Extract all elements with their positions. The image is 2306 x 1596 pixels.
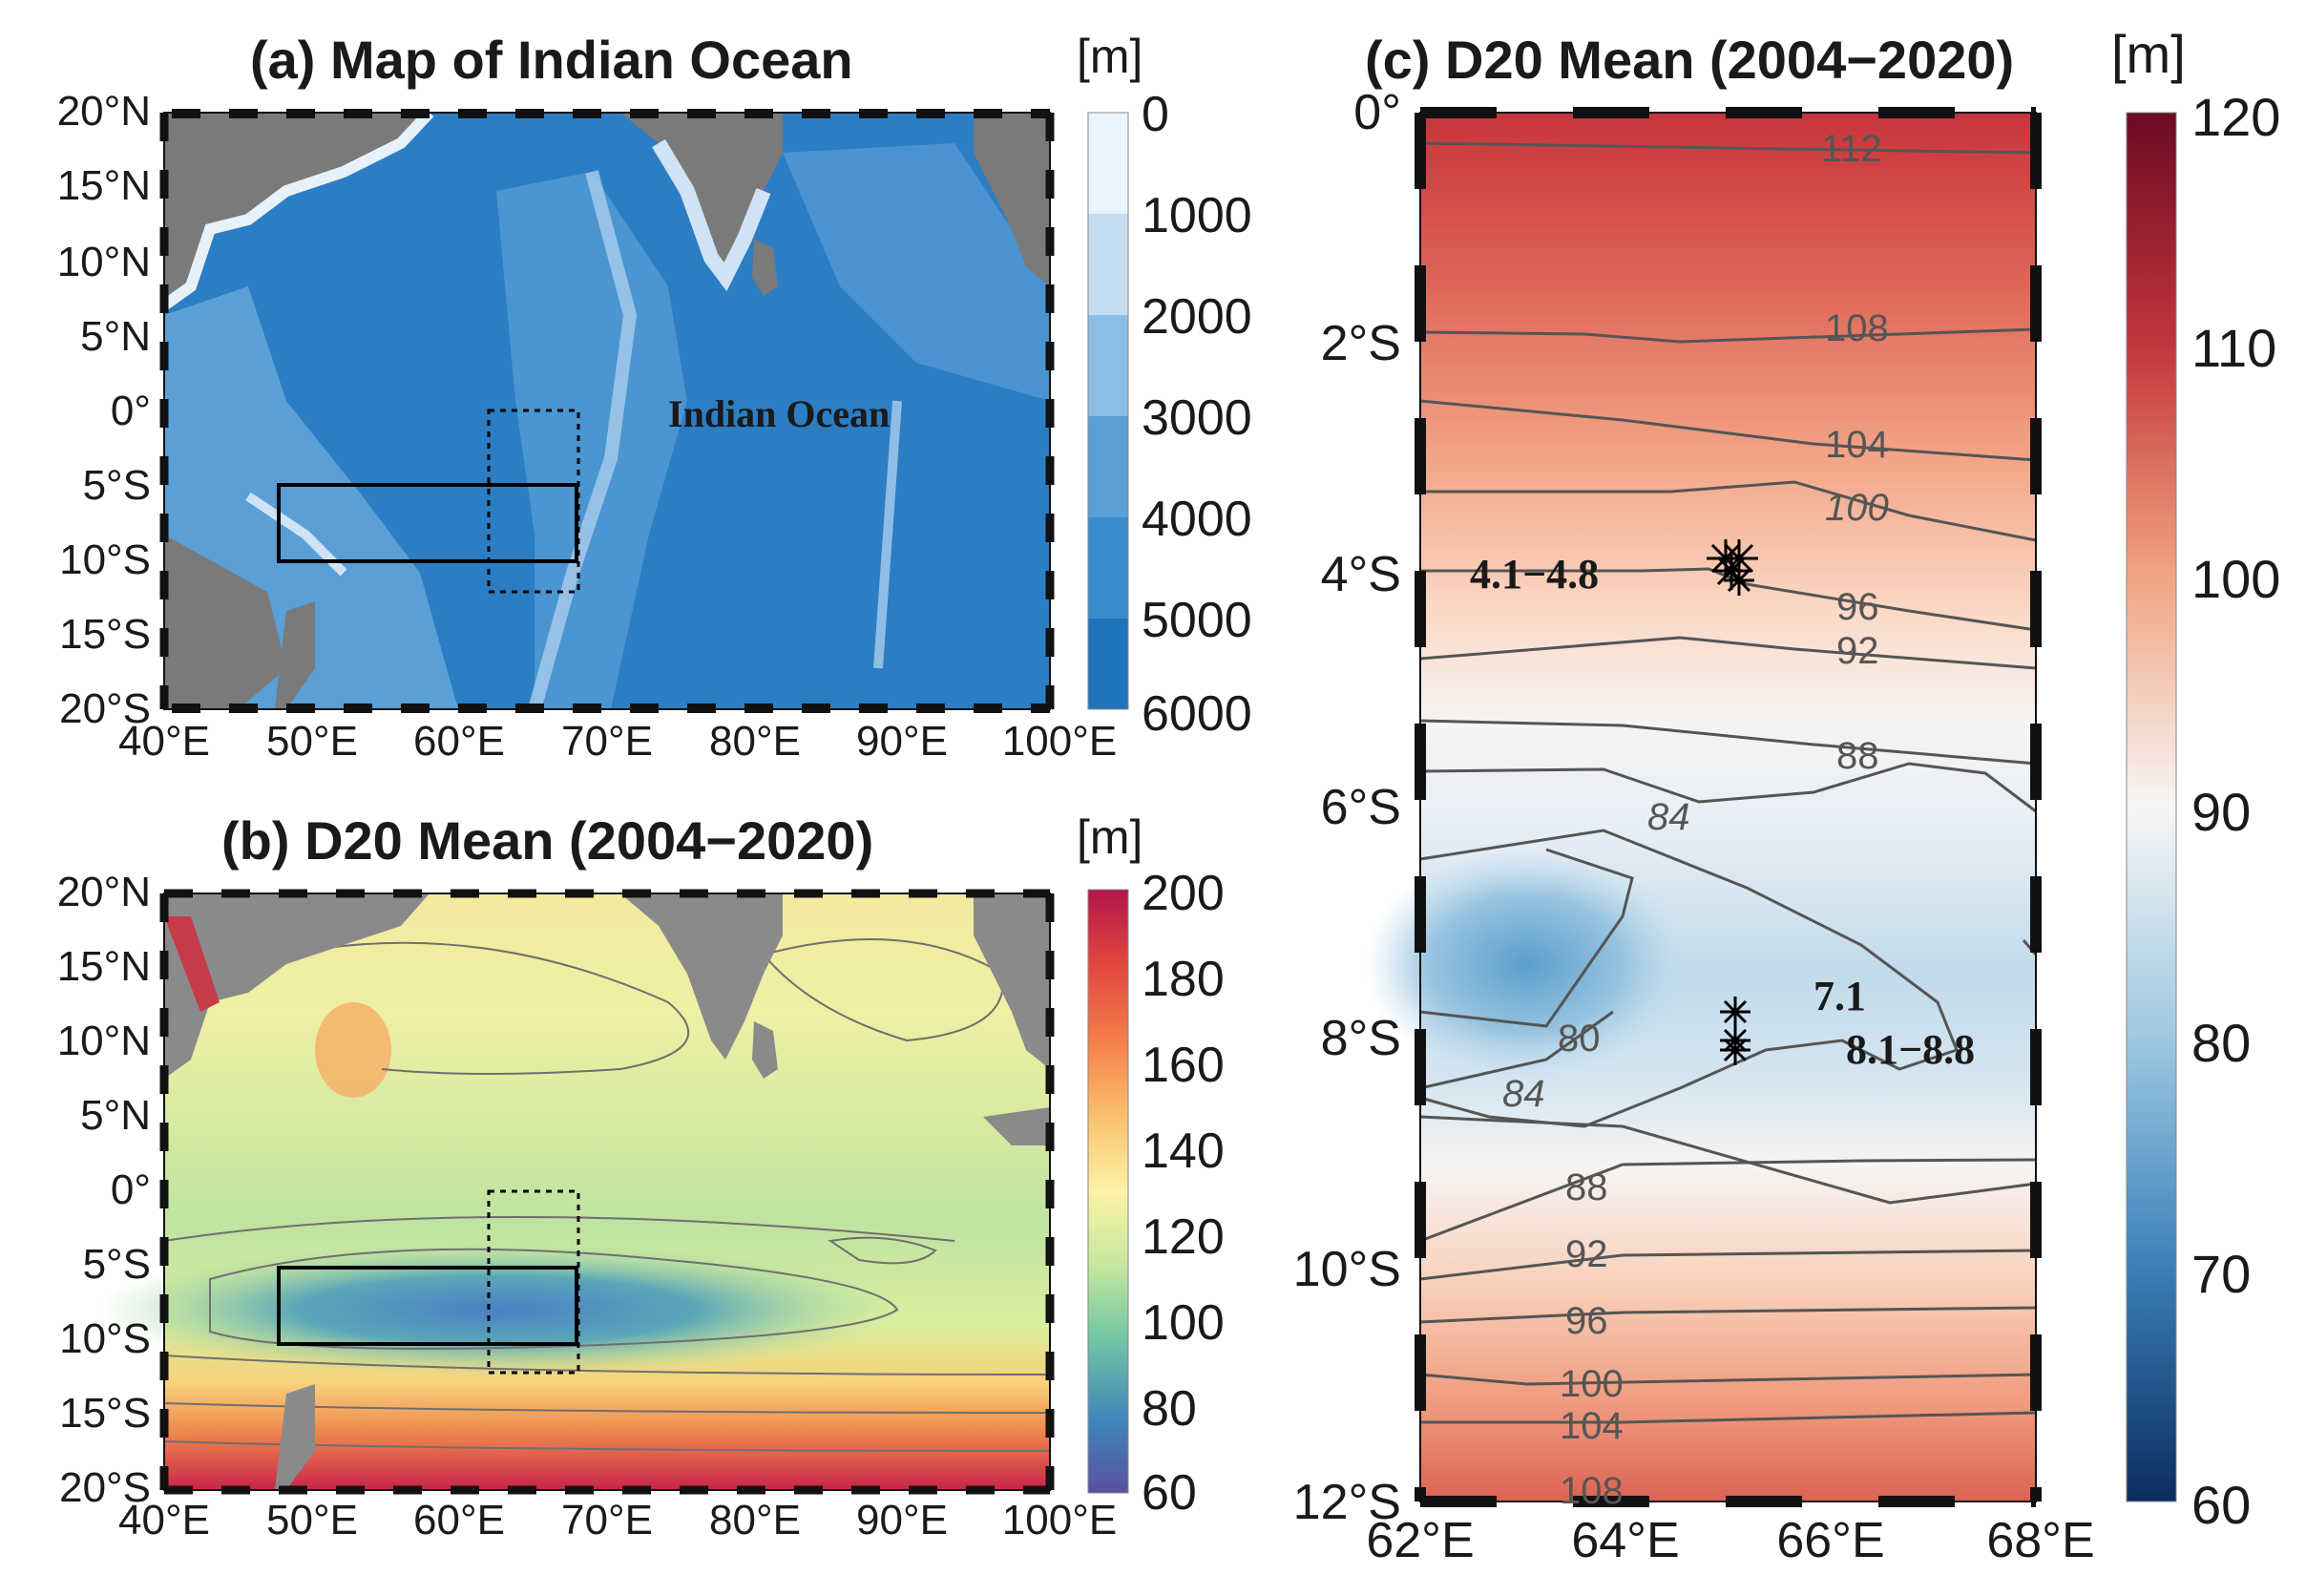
panel-c-contour-label: 80 [1558,1018,1601,1060]
panel-c-contour-label: 92 [1836,630,1879,673]
panel-c-cbar-tick: 60 [2191,1474,2251,1536]
panel-c-lat-tick: 2°S [1241,315,1401,372]
panel-c-annotation: 8.1−8.8 [1846,1025,1975,1074]
panel-c-low-core [1365,850,1689,1079]
panel-c-contour-label: 112 [1821,128,1882,171]
panel-c-contour-label: 88 [1565,1166,1608,1209]
panel-c-lat-tick: 6°S [1241,779,1401,836]
panel-c-lat-tick: 10°S [1241,1241,1401,1298]
panel-c-map [0,0,2306,1596]
panel-c-contour-label: 108 [1825,307,1889,350]
panel-c-contour-label: 92 [1565,1233,1608,1276]
panel-c-cbar-tick: 70 [2191,1243,2251,1305]
panel-c-contour-label: 84 [1647,796,1690,839]
panel-c-lon-tick: 64°E [1559,1512,1692,1569]
panel-c-contour-label: 96 [1836,586,1879,629]
panel-c-lat-tick: 0° [1241,84,1401,141]
panel-c-field [1420,113,2036,1502]
panel-c-cbar-tick: 120 [2191,86,2280,148]
panel-c-cbar-tick: 90 [2191,781,2251,843]
panel-c-contour-label: 104 [1560,1405,1624,1448]
panel-c-contour-label: 104 [1825,424,1889,467]
panel-c-cbar-tick: 110 [2191,317,2276,379]
panel-c-annotation: 7.1 [1813,972,1866,1020]
panel-c-contour-label: 108 [1560,1470,1624,1513]
panel-c-contour-label: 100 [1560,1363,1624,1406]
panel-c-colorbar [2127,113,2176,1502]
panel-c-lon-tick: 68°E [1969,1512,2112,1569]
panel-c-annotation: 4.1−4.8 [1470,550,1599,598]
panel-c-lon-tick: 66°E [1764,1512,1897,1569]
panel-c-lat-tick: 8°S [1241,1010,1401,1067]
panel-c-lon-tick: 62°E [1353,1512,1487,1569]
panel-c-cbar-tick: 100 [2191,548,2280,610]
panel-c-contour-label: 100 [1825,487,1889,530]
panel-c-cbar-tick: 80 [2191,1012,2251,1074]
panel-c-contour-label: 84 [1502,1073,1545,1116]
panel-c-contour-label: 88 [1836,735,1879,778]
panel-c-lat-tick: 4°S [1241,546,1401,603]
panel-c-contour-label: 96 [1565,1300,1608,1343]
